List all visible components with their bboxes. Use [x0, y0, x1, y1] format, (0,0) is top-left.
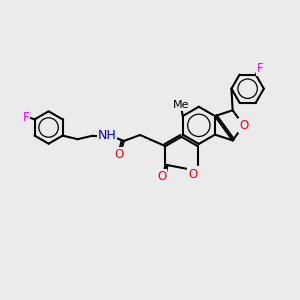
Text: Me: Me — [173, 100, 190, 110]
Text: F: F — [23, 111, 29, 124]
Text: O: O — [157, 169, 167, 183]
Text: NH: NH — [98, 129, 116, 142]
Text: F: F — [257, 61, 264, 75]
Text: O: O — [114, 148, 124, 161]
Text: O: O — [239, 119, 248, 132]
Text: O: O — [188, 168, 197, 181]
